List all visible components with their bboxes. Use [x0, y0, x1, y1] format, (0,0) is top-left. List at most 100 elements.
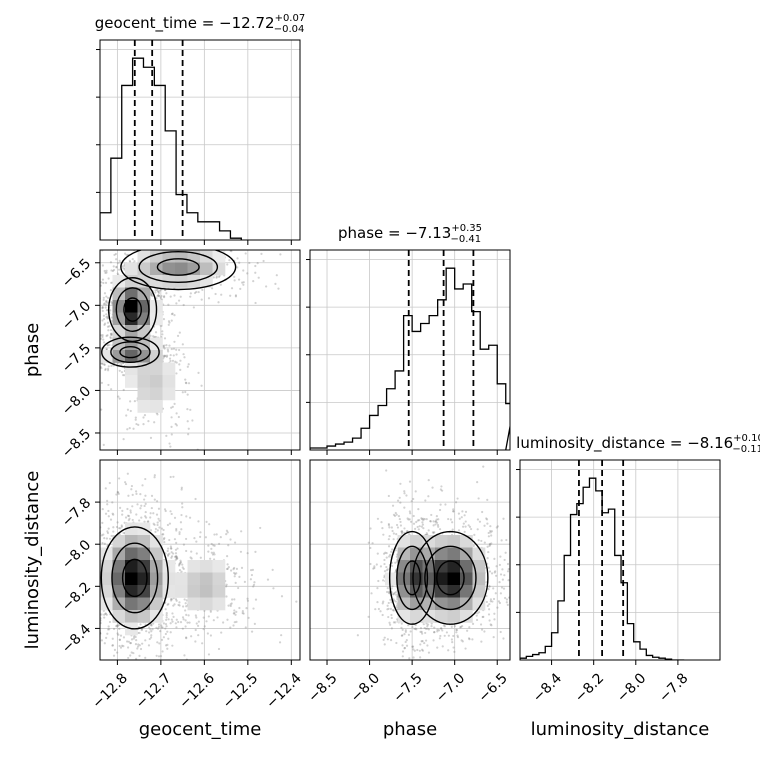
density-cell: [150, 597, 163, 611]
sample-point: [110, 534, 113, 538]
sample-point: [407, 633, 411, 636]
sample-point: [178, 531, 181, 534]
sample-point: [165, 618, 168, 621]
sample-point: [107, 365, 110, 368]
sample-point: [109, 518, 113, 521]
sample-point: [112, 265, 115, 268]
sample-point: [437, 525, 440, 528]
sample-point: [170, 245, 172, 247]
sample-point: [436, 628, 439, 631]
sample-point: [251, 568, 255, 571]
sample-point: [380, 521, 383, 524]
sample-point: [452, 510, 455, 513]
sample-point: [87, 598, 89, 600]
sample-point: [210, 542, 213, 546]
sample-point: [92, 356, 94, 358]
sample-point: [401, 634, 404, 637]
sample-point: [117, 268, 121, 271]
sample-point: [115, 625, 118, 628]
contour-line: [121, 558, 148, 598]
sample-point: [176, 547, 179, 550]
sample-point: [233, 275, 236, 278]
sample-point: [185, 613, 188, 616]
sample-point: [375, 563, 378, 566]
sample-point: [179, 561, 182, 565]
sample-point: [517, 553, 519, 555]
sample-point: [104, 612, 107, 615]
sample-point: [388, 526, 391, 529]
sample-point: [429, 519, 432, 523]
sample-point: [130, 651, 133, 654]
sample-point: [166, 348, 169, 351]
sample-point: [85, 289, 87, 291]
density-cell: [112, 275, 126, 288]
density-cell: [212, 560, 226, 573]
sample-point: [151, 628, 154, 631]
sample-point: [104, 271, 107, 274]
sample-point: [387, 524, 391, 527]
sample-point: [199, 556, 202, 559]
sample-point: [179, 559, 182, 562]
density-cell: [175, 275, 188, 288]
sample-point: [387, 615, 390, 619]
sample-point: [71, 572, 73, 574]
sample-point: [101, 362, 104, 366]
sample-point: [376, 552, 379, 555]
sample-point: [233, 611, 236, 615]
sample-point: [185, 636, 188, 639]
sample-point: [391, 548, 394, 551]
sample-point: [252, 607, 255, 610]
sample-point: [409, 630, 412, 633]
sample-point: [163, 295, 166, 298]
sample-point: [202, 627, 205, 631]
sample-point: [181, 627, 184, 630]
sample-point: [178, 604, 181, 607]
sample-point: [155, 654, 158, 657]
sample-point: [165, 625, 168, 628]
sample-point: [487, 535, 490, 538]
sample-point: [160, 294, 163, 298]
density-cell: [200, 572, 213, 586]
density-cell: [162, 387, 176, 401]
sample-point: [383, 562, 386, 566]
sample-point: [233, 279, 236, 282]
sample-point: [170, 433, 173, 436]
sample-point: [111, 501, 114, 504]
sample-point: [486, 604, 489, 607]
sample-point: [244, 252, 247, 255]
sample-point: [144, 510, 147, 514]
sample-point: [222, 245, 224, 247]
sample-point: [172, 615, 175, 618]
sample-point: [169, 631, 172, 634]
sample-point: [259, 526, 262, 530]
sample-point: [392, 593, 396, 596]
sample-point: [226, 217, 228, 219]
sample-point: [416, 519, 419, 522]
sample-point: [103, 542, 106, 545]
sample-point: [95, 631, 97, 633]
sample-point: [178, 562, 181, 565]
sample-point: [170, 319, 173, 322]
sample-point: [93, 563, 95, 565]
sample-point: [150, 506, 153, 510]
density-cell: [200, 597, 213, 611]
sample-point: [118, 644, 121, 648]
sample-point: [233, 575, 236, 578]
sample-point: [212, 551, 215, 554]
sample-point: [107, 383, 110, 387]
sample-point: [427, 479, 430, 482]
sample-point: [373, 566, 376, 570]
sample-point: [388, 590, 391, 593]
sample-point: [158, 526, 161, 529]
sample-point: [401, 644, 404, 647]
sample-point: [516, 596, 518, 598]
density-cell: [150, 572, 163, 586]
sample-point: [100, 639, 104, 642]
sample-point: [96, 339, 98, 341]
sample-point: [249, 578, 252, 581]
sample-point: [504, 596, 507, 600]
sample-point: [138, 654, 141, 657]
density-cell: [200, 560, 213, 573]
sample-point: [115, 265, 118, 268]
